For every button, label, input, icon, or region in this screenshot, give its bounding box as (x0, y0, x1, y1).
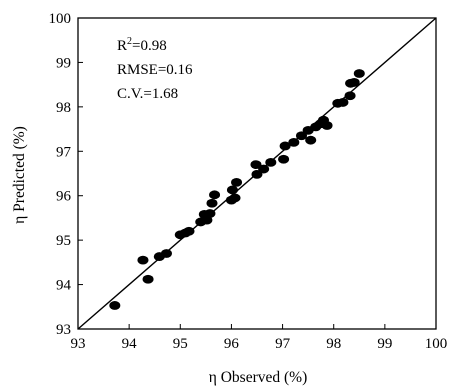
data-point (250, 160, 262, 170)
data-point (353, 69, 365, 78)
x-tick-label: 95 (173, 336, 188, 352)
data-point (229, 193, 241, 203)
data-point (209, 190, 221, 200)
y-tick-label: 96 (56, 189, 72, 205)
data-point (137, 255, 149, 265)
x-tick-label: 100 (425, 336, 448, 352)
data-point (344, 91, 356, 101)
y-tick-label: 97 (56, 144, 72, 160)
y-tick-label: 95 (56, 233, 71, 249)
data-point (201, 215, 213, 225)
data-point (278, 154, 290, 164)
y-tick-label: 98 (56, 100, 71, 116)
plot-frame (77, 17, 437, 330)
data-point (279, 141, 291, 151)
data-point (295, 131, 307, 141)
data-point (204, 209, 216, 218)
data-point (160, 249, 172, 258)
rmse-stat: RMSE=0.16 (117, 62, 193, 78)
data-point (305, 135, 317, 145)
y-tick-label: 99 (56, 55, 71, 71)
data-point (288, 138, 300, 147)
y-tick-label: 94 (56, 278, 72, 294)
x-tick-label: 94 (122, 336, 138, 352)
data-point (321, 121, 333, 130)
data-point (258, 164, 270, 174)
points-layer (109, 69, 365, 310)
y-tick-label: 100 (49, 11, 72, 27)
x-tick-label: 98 (326, 336, 341, 352)
data-point (337, 98, 349, 107)
x-tick-label: 99 (377, 336, 392, 352)
data-point (206, 198, 218, 208)
data-point (109, 301, 121, 310)
data-point (183, 226, 195, 236)
y-axis-label: η Predicted (%) (11, 126, 28, 224)
data-point (265, 157, 277, 167)
cv-stat: C.V.=1.68 (117, 86, 178, 102)
x-tick-label: 97 (275, 336, 291, 352)
data-point (348, 78, 360, 87)
data-point (142, 274, 154, 284)
ticks-layer: 93 94 95 96 97 98 99 100 93 94 95 96 97 98 99 100 (49, 11, 448, 352)
data-point (251, 169, 263, 179)
r-squared-stat: R2=0.98 (117, 36, 167, 54)
data-point (231, 177, 243, 187)
x-tick-label: 96 (224, 336, 240, 352)
y-tick-label: 93 (56, 322, 71, 338)
x-axis-label: η Observed (%) (209, 369, 308, 386)
data-point (226, 185, 238, 195)
x-tick-label: 93 (71, 336, 86, 352)
